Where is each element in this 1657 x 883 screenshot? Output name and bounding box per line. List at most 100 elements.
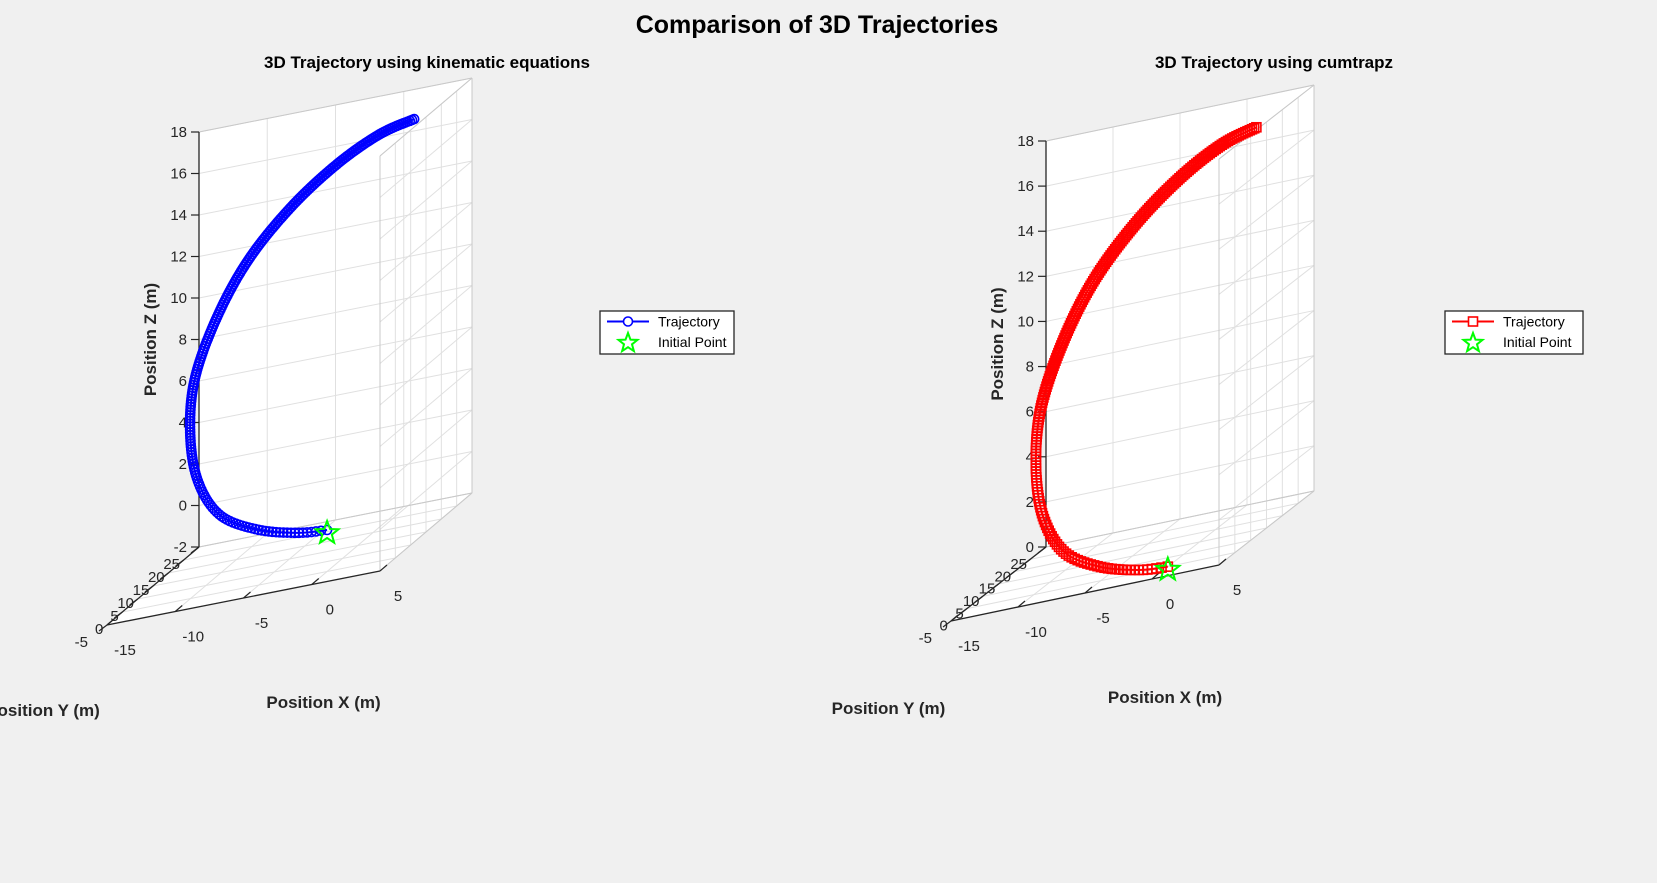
legend-trajectory-label: Trajectory <box>658 314 720 330</box>
y-tick-label: -5 <box>919 630 932 647</box>
x-axis-label: Position X (m) <box>1108 688 1222 707</box>
legend-initial-point-marker <box>1460 330 1486 354</box>
x-tick-label: -15 <box>958 638 980 655</box>
trajectory-marker <box>203 497 215 509</box>
grid-line <box>1218 355 1315 431</box>
grid-line <box>379 326 473 406</box>
trajectory-marker <box>1040 384 1051 395</box>
trajectory-marker <box>289 527 301 539</box>
x-axis-label: Position X (m) <box>266 693 380 712</box>
grid-line <box>122 557 396 613</box>
grid-line <box>1218 174 1315 250</box>
y-tick-mark <box>974 595 984 603</box>
y-tick-label: 25 <box>163 556 180 573</box>
grid-line <box>1045 355 1315 413</box>
box-edge <box>1218 490 1315 566</box>
x-tick-mark <box>950 614 959 622</box>
grid-line <box>966 552 1235 610</box>
z-tick-label: 12 <box>1017 268 1034 285</box>
x-tick-label: -15 <box>114 642 136 659</box>
y-tick-label: 5 <box>955 605 963 622</box>
grid-line <box>1045 219 1315 277</box>
grid-line <box>379 160 473 240</box>
grid-line <box>1045 264 1315 322</box>
grid-line <box>379 285 473 364</box>
z-tick-label: 12 <box>170 249 187 266</box>
x-tick-label: -10 <box>182 629 204 646</box>
y-tick-mark <box>990 583 999 591</box>
y-tick-mark <box>942 620 952 628</box>
axes-kinematic[interactable]: -15-10-505-50510152025-2024681012141618P… <box>0 53 735 720</box>
grid-line <box>137 544 411 600</box>
trajectory-marker <box>263 526 275 537</box>
x-tick-label: 0 <box>326 602 334 619</box>
trajectory-markers <box>184 113 420 539</box>
y-tick-mark <box>175 559 185 567</box>
legend[interactable]: Trajectory Initial Point <box>1444 310 1584 355</box>
legend-initial-point-label: Initial Point <box>1503 334 1572 350</box>
y-tick-mark <box>98 624 108 632</box>
y-tick-mark <box>190 546 200 554</box>
grid-line <box>1218 310 1315 385</box>
z-tick-label: 2 <box>1026 494 1034 511</box>
grid-line <box>1218 265 1315 340</box>
y-tick-label: 20 <box>148 569 165 586</box>
trajectory-marker <box>1095 561 1107 573</box>
y-axis-label: Position Y (m) <box>0 701 100 720</box>
z-tick-label: -2 <box>174 539 187 556</box>
z-tick-label: 4 <box>1026 449 1034 466</box>
y-tick-label: 5 <box>110 608 118 625</box>
x-tick-label: -5 <box>255 615 268 632</box>
x-tick-mark <box>1218 558 1227 566</box>
z-tick-label: 8 <box>179 332 187 349</box>
z-tick-label: 10 <box>1017 313 1034 330</box>
x-tick-mark <box>311 578 320 585</box>
y-tick-mark <box>159 572 169 580</box>
y-tick-mark <box>144 585 154 593</box>
y-axis-label: Position Y (m) <box>832 699 946 718</box>
x-tick-label: 5 <box>394 588 402 605</box>
z-tick-label: 14 <box>170 207 187 224</box>
z-tick-label: 6 <box>179 373 187 390</box>
y-tick-mark <box>958 608 968 616</box>
axes-title: 3D Trajectory using cumtrapz <box>1155 53 1393 72</box>
z-tick-label: 14 <box>1017 223 1034 240</box>
x-tick-mark <box>1017 600 1026 608</box>
box-edge <box>198 492 473 548</box>
y-tick-mark <box>129 598 139 606</box>
trajectory-marker <box>297 527 309 539</box>
legend[interactable]: Trajectory Initial Point <box>599 310 735 355</box>
trajectory-marker <box>293 527 305 539</box>
y-tick-label: 25 <box>1010 556 1027 573</box>
x-tick-mark <box>106 618 115 626</box>
trajectory-marker <box>267 526 278 538</box>
x-tick-label: 0 <box>1166 596 1174 613</box>
z-tick-label: 4 <box>179 415 187 432</box>
trajectory-marker <box>278 527 289 538</box>
y-tick-label: -5 <box>75 634 88 651</box>
box-edge <box>1045 490 1315 548</box>
z-tick-label: 16 <box>170 166 187 183</box>
grid-line <box>998 527 1267 585</box>
trajectory-marker <box>1092 560 1103 572</box>
trajectory-marker <box>408 113 420 125</box>
trajectory-marker <box>201 494 213 506</box>
y-tick-label: 15 <box>133 582 150 599</box>
axes-title: 3D Trajectory using kinematic equations <box>264 53 590 72</box>
x-tick-label: -10 <box>1025 624 1047 641</box>
grid-line <box>379 368 473 447</box>
z-axis-label: Position Z (m) <box>988 287 1007 400</box>
x-tick-mark <box>379 564 388 572</box>
box-edge <box>379 492 473 572</box>
grid-line <box>379 202 473 281</box>
y-tick-label: 10 <box>963 593 980 610</box>
grid-line <box>379 451 473 530</box>
z-tick-label: 10 <box>170 290 187 307</box>
axes-cumtrapz[interactable]: -15-10-505-50510152025024681012141618Pos… <box>832 53 1584 718</box>
grid-line <box>379 409 473 489</box>
z-tick-label: 18 <box>170 124 187 141</box>
grid-line <box>1045 129 1315 187</box>
z-tick-label: 16 <box>1017 178 1034 195</box>
x-tick-mark <box>174 605 183 612</box>
